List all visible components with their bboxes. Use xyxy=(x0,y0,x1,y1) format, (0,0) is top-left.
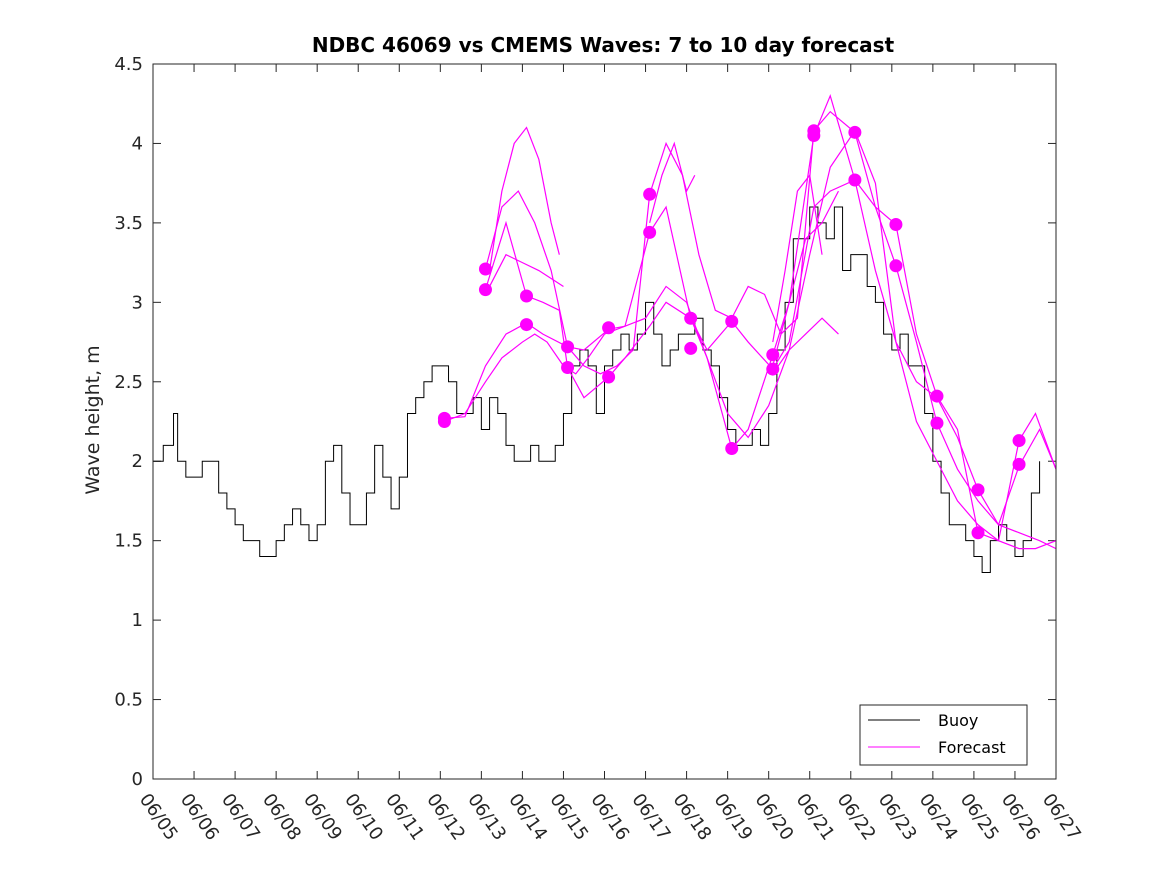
y-tick-label: 3 xyxy=(132,292,143,313)
legend-forecast-label: Forecast xyxy=(938,738,1006,757)
forecast-marker xyxy=(437,411,451,425)
y-tick-label: 2 xyxy=(132,451,143,472)
forecast-marker xyxy=(520,289,534,303)
forecast-line xyxy=(444,129,1057,550)
forecast-marker xyxy=(643,187,657,201)
forecast-line xyxy=(484,110,1057,526)
forecast-marker xyxy=(971,526,985,540)
forecast-marker xyxy=(930,416,944,430)
y-axis-label: Wave height, m xyxy=(82,345,104,494)
forecast-marker xyxy=(602,370,616,384)
forecast-marker xyxy=(561,360,575,374)
forecast-line xyxy=(488,126,560,271)
forecast-marker xyxy=(684,311,698,325)
legend-box xyxy=(859,704,1028,766)
forecast-marker xyxy=(1012,434,1026,448)
forecast-marker xyxy=(930,389,944,403)
plot-data xyxy=(153,93,1057,573)
plot-frame xyxy=(152,63,1057,780)
forecast-marker xyxy=(602,321,616,335)
forecast-line xyxy=(649,141,696,224)
forecast-marker xyxy=(643,225,657,239)
forecast-line xyxy=(772,173,823,343)
y-tick-label: 2.5 xyxy=(114,372,143,393)
buoy-line xyxy=(153,206,1041,573)
forecast-marker xyxy=(520,318,534,332)
forecast-marker xyxy=(766,362,780,376)
forecast-line xyxy=(489,253,564,287)
forecast-marker xyxy=(848,125,862,139)
legend-buoy-label: Buoy xyxy=(938,711,978,730)
forecast-line xyxy=(772,317,839,375)
forecast-marker xyxy=(848,173,862,187)
forecast-marker xyxy=(561,340,575,354)
forecast-markers xyxy=(437,124,1026,540)
y-tick-label: 0 xyxy=(132,769,143,790)
forecast-marker xyxy=(766,348,780,362)
y-axis-ticks: 0 0.5 1 1.5 2 2.5 3 3.5 4 4.5 xyxy=(114,54,1056,790)
forecast-marker xyxy=(889,259,903,273)
y-tick-label: 1 xyxy=(132,610,143,631)
forecast-marker xyxy=(684,341,698,355)
y-tick-label: 4.5 xyxy=(114,54,143,75)
buoy-series xyxy=(153,206,1041,573)
y-tick-label: 3.5 xyxy=(114,213,143,234)
chart-title: NDBC 46069 vs CMEMS Waves: 7 to 10 day f… xyxy=(312,33,895,57)
legend: Buoy Forecast xyxy=(859,704,1028,766)
y-tick-label: 1.5 xyxy=(114,531,143,552)
forecast-marker xyxy=(889,217,903,231)
forecast-line xyxy=(772,190,839,367)
forecast-marker xyxy=(1012,457,1026,471)
forecast-marker xyxy=(478,283,492,297)
forecast-series xyxy=(444,93,1057,550)
forecast-marker xyxy=(807,129,821,142)
forecast-marker xyxy=(725,442,739,456)
forecast-marker xyxy=(725,314,739,328)
forecast-marker xyxy=(478,262,492,276)
forecast-marker xyxy=(971,483,985,497)
forecast-line xyxy=(484,179,1057,542)
y-tick-label: 0.5 xyxy=(114,690,143,711)
forecast-line xyxy=(444,93,1057,550)
y-tick-label: 4 xyxy=(132,133,143,154)
